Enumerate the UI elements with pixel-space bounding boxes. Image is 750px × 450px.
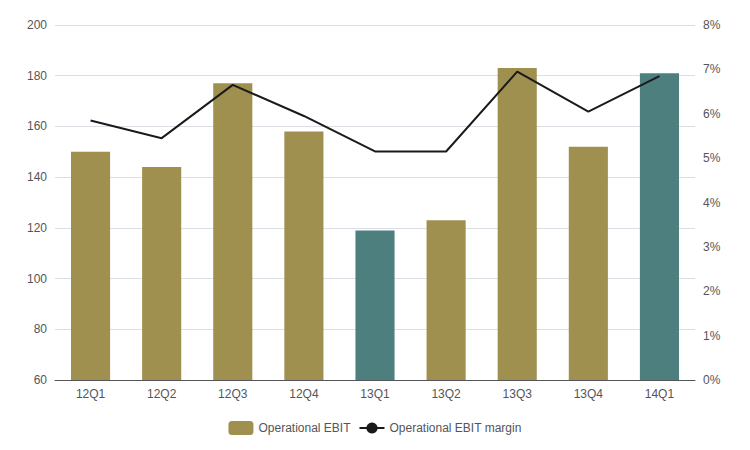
svg-text:12Q2: 12Q2 bbox=[147, 387, 177, 401]
svg-text:7%: 7% bbox=[703, 62, 721, 76]
svg-text:6%: 6% bbox=[703, 107, 721, 121]
svg-text:13Q2: 13Q2 bbox=[431, 387, 461, 401]
svg-text:1%: 1% bbox=[703, 329, 721, 343]
svg-text:180: 180 bbox=[27, 69, 47, 83]
svg-text:140: 140 bbox=[27, 170, 47, 184]
svg-text:12Q1: 12Q1 bbox=[76, 387, 106, 401]
svg-text:80: 80 bbox=[34, 322, 48, 336]
svg-text:2%: 2% bbox=[703, 284, 721, 298]
svg-text:3%: 3% bbox=[703, 240, 721, 254]
svg-text:0%: 0% bbox=[703, 373, 721, 387]
svg-text:8%: 8% bbox=[703, 18, 721, 32]
svg-text:13Q4: 13Q4 bbox=[574, 387, 604, 401]
svg-text:200: 200 bbox=[27, 18, 47, 32]
svg-text:60: 60 bbox=[34, 373, 48, 387]
svg-text:4%: 4% bbox=[703, 196, 721, 210]
svg-text:12Q3: 12Q3 bbox=[218, 387, 248, 401]
svg-text:5%: 5% bbox=[703, 151, 721, 165]
svg-text:120: 120 bbox=[27, 221, 47, 235]
svg-text:14Q1: 14Q1 bbox=[645, 387, 675, 401]
svg-text:Operational EBIT margin: Operational EBIT margin bbox=[389, 421, 521, 435]
svg-text:12Q4: 12Q4 bbox=[289, 387, 319, 401]
svg-text:13Q1: 13Q1 bbox=[360, 387, 390, 401]
svg-text:13Q3: 13Q3 bbox=[503, 387, 533, 401]
svg-text:Operational EBIT: Operational EBIT bbox=[258, 421, 351, 435]
svg-text:100: 100 bbox=[27, 272, 47, 286]
svg-text:160: 160 bbox=[27, 119, 47, 133]
